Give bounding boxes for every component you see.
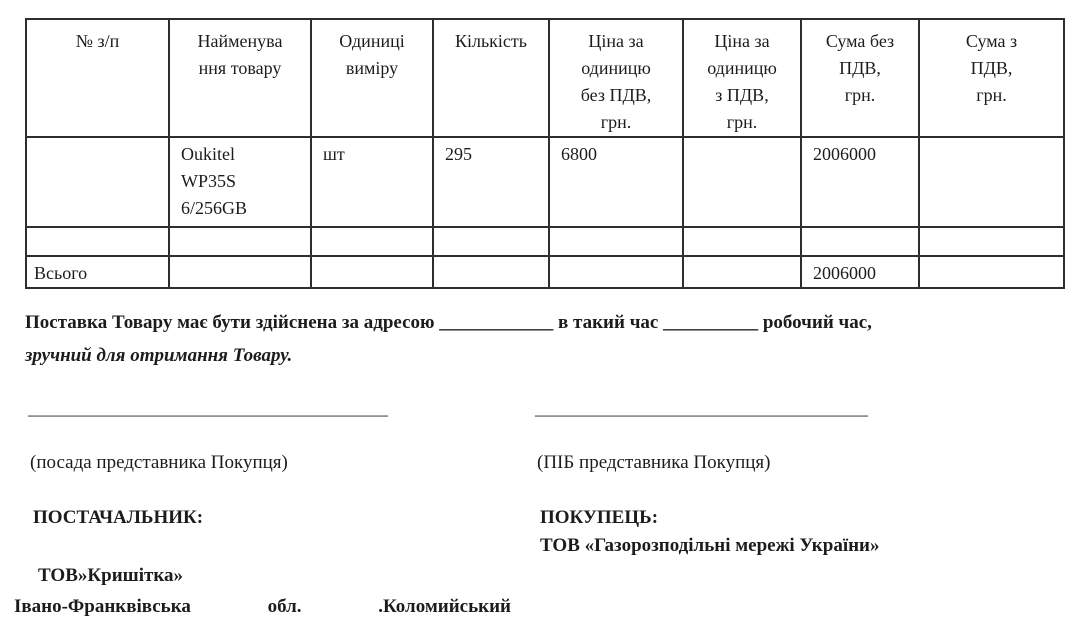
header-cell-price-with-vat: Ціна за одиницю з ПДВ, грн.	[682, 18, 802, 138]
header-cell-quantity: Кількість	[432, 18, 550, 138]
unit-price-cell: 6800	[548, 136, 684, 228]
quantity-cell: 295	[432, 136, 550, 228]
table-cell	[168, 226, 312, 257]
signature-caption-position: (посада представника Покупця)	[30, 452, 288, 473]
table-cell	[918, 226, 1065, 257]
supplier-address-oblast: обл.	[267, 596, 302, 617]
table-row-total: Всього 2006000	[25, 255, 1065, 289]
total-sum-cell: 2006000	[800, 255, 920, 289]
table-cell	[25, 226, 170, 257]
header-cell-unit: Одиниці виміру	[310, 18, 434, 138]
table-cell	[432, 255, 550, 289]
supplier-heading: ПОСТАЧАЛЬНИК:	[33, 507, 204, 528]
buyer-heading: ПОКУПЕЦЬ:	[540, 507, 659, 528]
unit-cell: шт	[310, 136, 434, 228]
supplier-address-line: Івано-Франквівська обл. .Коломийський	[14, 596, 511, 618]
table-cell	[25, 136, 170, 228]
table-cell	[310, 226, 434, 257]
table-cell	[918, 255, 1065, 289]
header-cell-number: № з/п	[25, 18, 170, 138]
goods-table: № з/п Найменува ння товару Одиниці вимір…	[25, 18, 1065, 289]
table-cell	[432, 226, 550, 257]
signature-caption-name: (ПІБ представника Покупця)	[537, 452, 771, 473]
header-cell-sum-no-vat: Сума без ПДВ, грн.	[800, 18, 920, 138]
signature-line-right: _____________________________________	[535, 398, 868, 418]
delivery-clause: Поставка Товару має бути здійснена за ад…	[25, 306, 1065, 372]
table-row-product: Oukitel WP35S 6/256GB шт 295 6800 200600…	[25, 136, 1065, 228]
table-cell	[682, 226, 802, 257]
delivery-clause-line2: зручний для отримання Товару.	[25, 345, 293, 366]
total-label-cell: Всього	[25, 255, 170, 289]
table-header-row: № з/п Найменува ння товару Одиниці вимір…	[25, 18, 1065, 138]
table-cell	[310, 255, 434, 289]
product-name-cell: Oukitel WP35S 6/256GB	[168, 136, 312, 228]
header-cell-product: Найменува ння товару	[168, 18, 312, 138]
supplier-address-district: .Коломийський	[378, 596, 511, 617]
table-cell	[548, 226, 684, 257]
table-row-empty	[25, 226, 1065, 257]
delivery-clause-line1: Поставка Товару має бути здійснена за ад…	[25, 312, 872, 333]
buyer-name: ТОВ «Газорозподільні мережі України»	[540, 535, 880, 556]
table-cell	[548, 255, 684, 289]
table-cell	[682, 136, 802, 228]
supplier-name: ТОВ»Кришітка»	[38, 565, 183, 586]
table-cell	[800, 226, 920, 257]
table-cell	[168, 255, 312, 289]
sum-no-vat-cell: 2006000	[800, 136, 920, 228]
supplier-address-region: Івано-Франквівська	[14, 596, 191, 617]
signature-line-left: ________________________________________	[28, 398, 388, 418]
header-cell-price-no-vat: Ціна за одиницю без ПДВ, грн.	[548, 18, 684, 138]
table-cell	[918, 136, 1065, 228]
header-cell-sum-with-vat: Сума з ПДВ, грн.	[918, 18, 1065, 138]
table-cell	[682, 255, 802, 289]
